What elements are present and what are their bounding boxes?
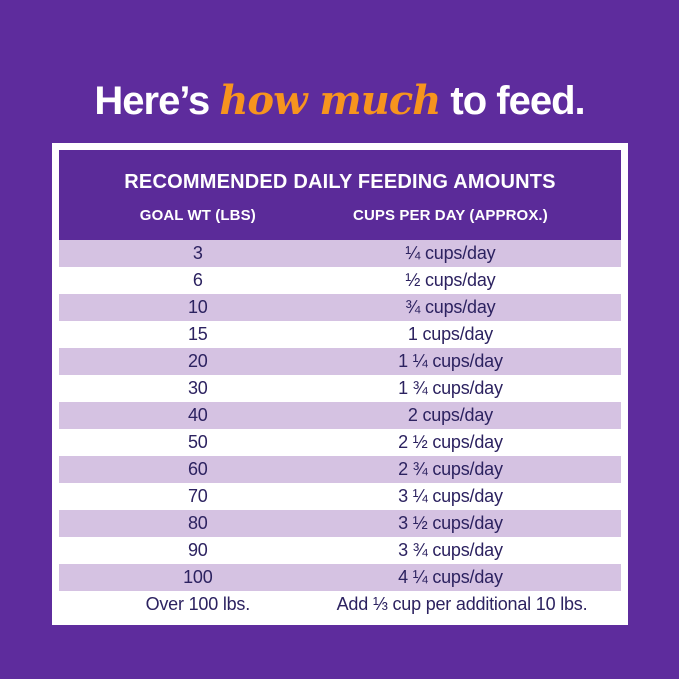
- cups-per-day-cell: ¼ cups/day: [405, 243, 496, 263]
- goal-weight-cell: 70: [188, 486, 208, 506]
- goal-weight-cell: 50: [188, 432, 208, 452]
- cups-per-day-cell: ½ cups/day: [405, 270, 496, 290]
- table-row: 20 1 ¼ cups/day: [59, 348, 621, 375]
- table-row: 60 2 ¾ cups/day: [59, 456, 621, 483]
- cups-per-day-cell: 2 cups/day: [407, 405, 493, 425]
- table-row: 70 3 ¼ cups/day: [59, 483, 621, 510]
- table-row: 50 2 ½ cups/day: [59, 429, 621, 456]
- cups-per-day-cell: 4 ¼ cups/day: [398, 567, 503, 587]
- cups-per-day-cell: 3 ½ cups/day: [398, 513, 503, 533]
- goal-weight-cell: 60: [188, 459, 208, 479]
- cups-per-day-cell: 2 ¾ cups/day: [398, 459, 503, 479]
- goal-weight-cell: 10: [188, 297, 208, 317]
- cups-per-day-cell: 3 ¼ cups/day: [398, 486, 503, 506]
- feeding-table-card: RECOMMENDED DAILY FEEDING AMOUNTS GOAL W…: [52, 143, 628, 625]
- table-row: 15 1 cups/day: [59, 321, 621, 348]
- table-title: RECOMMENDED DAILY FEEDING AMOUNTS: [124, 171, 556, 193]
- table-row: Over 100 lbs. Add ⅓ cup per additional 1…: [59, 591, 621, 618]
- goal-weight-cell: 15: [188, 324, 208, 344]
- column-header-goal-weight: GOAL WT (LBS): [139, 207, 256, 224]
- cups-per-day-cell: 1 cups/day: [407, 324, 493, 344]
- column-header-spacer: [564, 207, 621, 224]
- cups-per-day-cell: 3 ¾ cups/day: [398, 540, 503, 560]
- goal-weight-cell: 80: [188, 513, 208, 533]
- table-row: 3 ¼ cups/day: [59, 240, 621, 267]
- cups-per-day-cell: Add ⅓ cup per additional 10 lbs.: [336, 594, 588, 614]
- goal-weight-cell: 90: [188, 540, 208, 560]
- headline-suffix: to feed.: [440, 78, 585, 123]
- table-header: RECOMMENDED DAILY FEEDING AMOUNTS GOAL W…: [59, 150, 621, 240]
- goal-weight-cell: 30: [188, 378, 208, 398]
- page-title: Here’s how much to feed.: [0, 77, 679, 124]
- table-row: 30 1 ¾ cups/day: [59, 375, 621, 402]
- headline-prefix: Here’s: [94, 78, 220, 123]
- cups-per-day-cell: 1 ¼ cups/day: [398, 351, 503, 371]
- table-row: 40 2 cups/day: [59, 402, 621, 429]
- table-row: 80 3 ½ cups/day: [59, 510, 621, 537]
- goal-weight-cell: 20: [188, 351, 208, 371]
- goal-weight-cell: 100: [183, 567, 213, 587]
- goal-weight-cell: 40: [188, 405, 208, 425]
- cups-per-day-cell: ¾ cups/day: [405, 297, 496, 317]
- headline-highlight: how much: [219, 76, 441, 124]
- column-header-cups-per-day: CUPS PER DAY (APPROX.): [353, 207, 548, 224]
- table-row: 10 ¾ cups/day: [59, 294, 621, 321]
- table-row: 6 ½ cups/day: [59, 267, 621, 294]
- table-row: 100 4 ¼ cups/day: [59, 564, 621, 591]
- goal-weight-cell: 3: [192, 243, 203, 263]
- cups-per-day-cell: 1 ¾ cups/day: [398, 378, 503, 398]
- goal-weight-cell: Over 100 lbs.: [145, 594, 251, 614]
- goal-weight-cell: 6: [192, 270, 203, 290]
- column-header-row: GOAL WT (LBS) CUPS PER DAY (APPROX.): [59, 207, 621, 224]
- table-body: 3 ¼ cups/day 6 ½ cups/day 10 ¾ cups/day …: [59, 240, 621, 618]
- cups-per-day-cell: 2 ½ cups/day: [398, 432, 503, 452]
- table-row: 90 3 ¾ cups/day: [59, 537, 621, 564]
